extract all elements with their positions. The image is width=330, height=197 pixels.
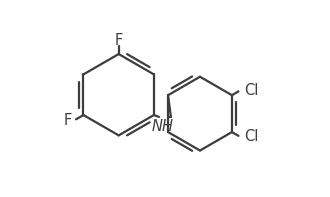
Text: F: F: [64, 113, 72, 128]
Text: F: F: [115, 33, 123, 48]
Text: Cl: Cl: [245, 129, 259, 144]
Text: Cl: Cl: [245, 83, 259, 98]
Text: NH: NH: [152, 119, 174, 134]
